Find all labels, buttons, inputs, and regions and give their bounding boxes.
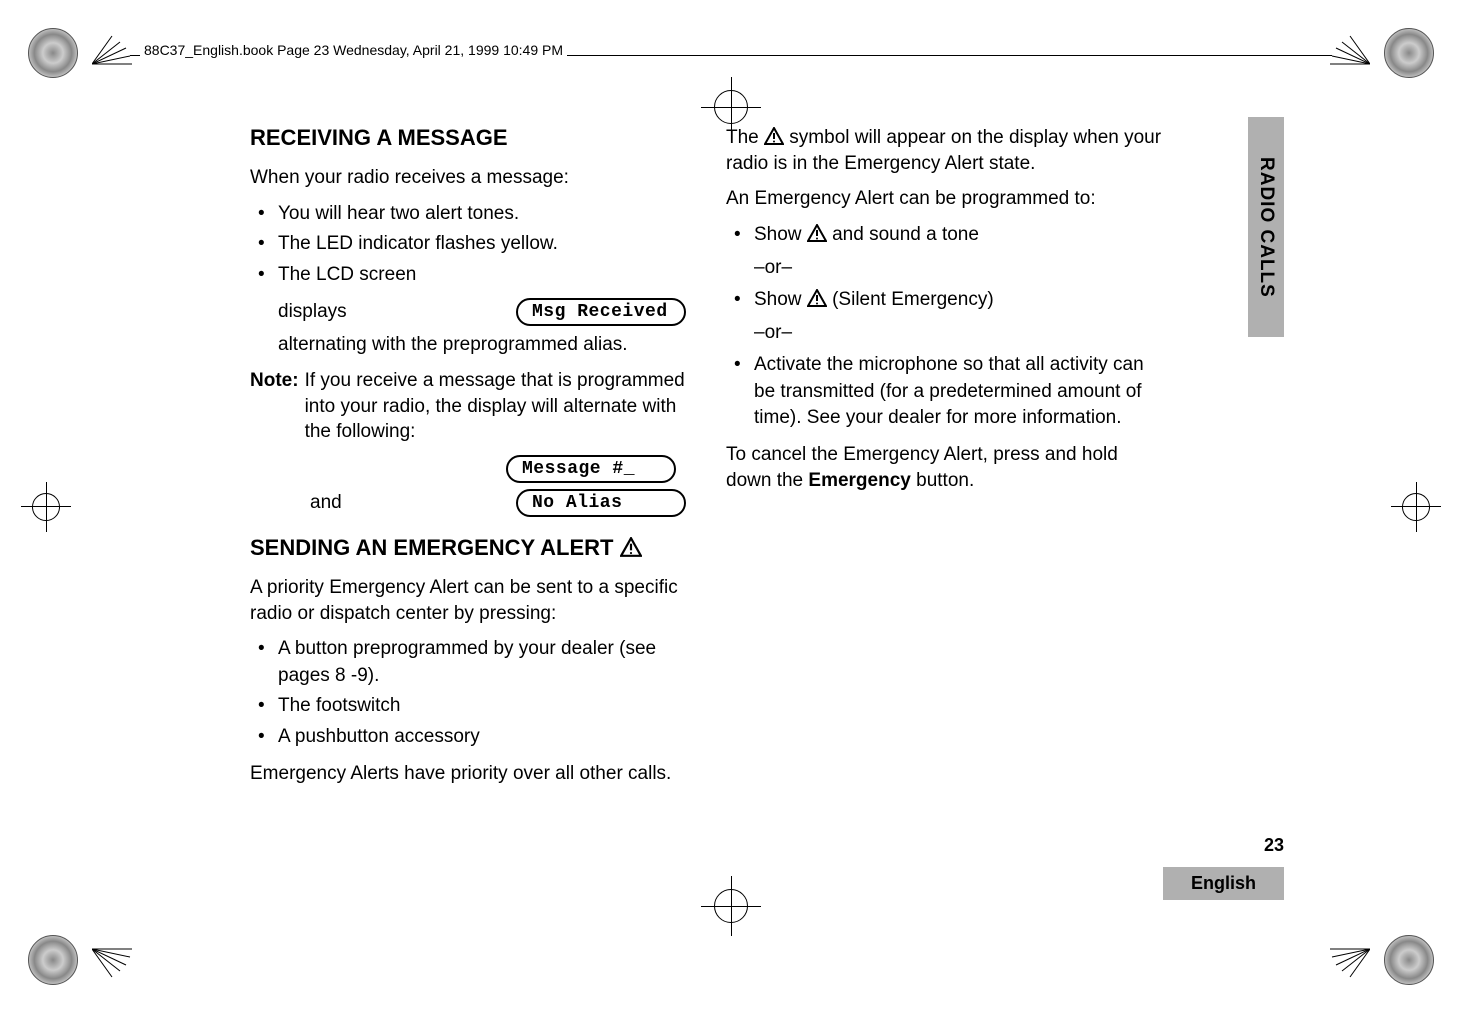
right-column: The symbol will appear on the display wh… [726,125,1162,908]
or-separator: –or– [726,255,1162,282]
book-header: 88C37_English.book Page 23 Wednesday, Ap… [140,42,567,58]
para-symbol: The symbol will appear on the display wh… [726,125,1162,176]
list-item: A pushbutton accessory [250,724,686,751]
crop-ring-tl [28,28,78,78]
left-column: RECEIVING A MESSAGE When your radio rece… [250,125,686,908]
page-frame: RADIO CALLS RECEIVING A MESSAGE When you… [130,105,1332,908]
displays-label: displays [278,301,347,323]
section-tab: RADIO CALLS [1248,117,1284,337]
and-label: and [310,492,350,514]
emergency-icon [807,224,827,242]
lcd-row: Message #_ [250,455,686,483]
crop-ring-tr [1384,28,1434,78]
heading-sending: SENDING AN EMERGENCY ALERT [250,535,686,561]
section-tab-label: RADIO CALLS [1255,157,1277,298]
programmed-list: Show and sound a tone [726,222,1162,249]
page-number: 23 [1264,835,1284,856]
language-label: English [1163,867,1284,900]
note-label: Note: [250,368,305,445]
para-when: When your radio receives a message: [250,165,686,191]
crop-ring-bl [28,935,78,985]
programmed-list: Show (Silent Emergency) [726,287,1162,314]
lcd-display: Message #_ [506,455,676,483]
lcd-display: No Alias [516,489,686,517]
emergency-icon [764,127,784,145]
crop-cross-left [32,493,60,521]
list-item: Show (Silent Emergency) [726,287,1162,314]
hatch-mark-tl [92,34,136,68]
note-block: Note: If you receive a message that is p… [250,368,686,445]
para-programmed: An Emergency Alert can be programmed to: [726,186,1162,212]
heading-sending-text: SENDING AN EMERGENCY ALERT [250,535,613,560]
note-body: If you receive a message that is program… [305,368,686,445]
list-item: Activate the microphone so that all acti… [726,352,1162,432]
hatch-mark-br [1326,945,1370,979]
list-item: Show and sound a tone [726,222,1162,249]
para-cancel: To cancel the Emergency Alert, press and… [726,442,1162,493]
emergency-button-label: Emergency [808,470,910,491]
lcd-row-and: and No Alias [250,489,686,517]
para-priority2: Emergency Alerts have priority over all … [250,761,686,787]
list-item: The LED indicator flashes yellow. [250,231,686,258]
lcd-display: Msg Received [516,298,686,326]
list-item: The LCD screen [250,262,686,289]
para-priority: A priority Emergency Alert can be sent t… [250,575,686,626]
list-item: You will hear two alert tones. [250,201,686,228]
hatch-mark-tr [1326,34,1370,68]
programmed-list: Activate the microphone so that all acti… [726,352,1162,432]
list-item: The footswitch [250,693,686,720]
para-alternating: alternating with the preprogrammed alias… [250,332,686,358]
sending-list: A button preprogrammed by your dealer (s… [250,636,686,750]
emergency-icon [620,537,640,555]
crop-cross-right [1402,493,1430,521]
emergency-icon [807,289,827,307]
crop-ring-br [1384,935,1434,985]
displays-row: displays Msg Received [250,298,686,326]
hatch-mark-bl [92,945,136,979]
content-columns: RECEIVING A MESSAGE When your radio rece… [250,125,1162,908]
heading-receiving: RECEIVING A MESSAGE [250,125,686,151]
receiving-list: You will hear two alert tones. The LED i… [250,201,686,289]
or-separator: –or– [726,320,1162,347]
list-item: A button preprogrammed by your dealer (s… [250,636,686,689]
